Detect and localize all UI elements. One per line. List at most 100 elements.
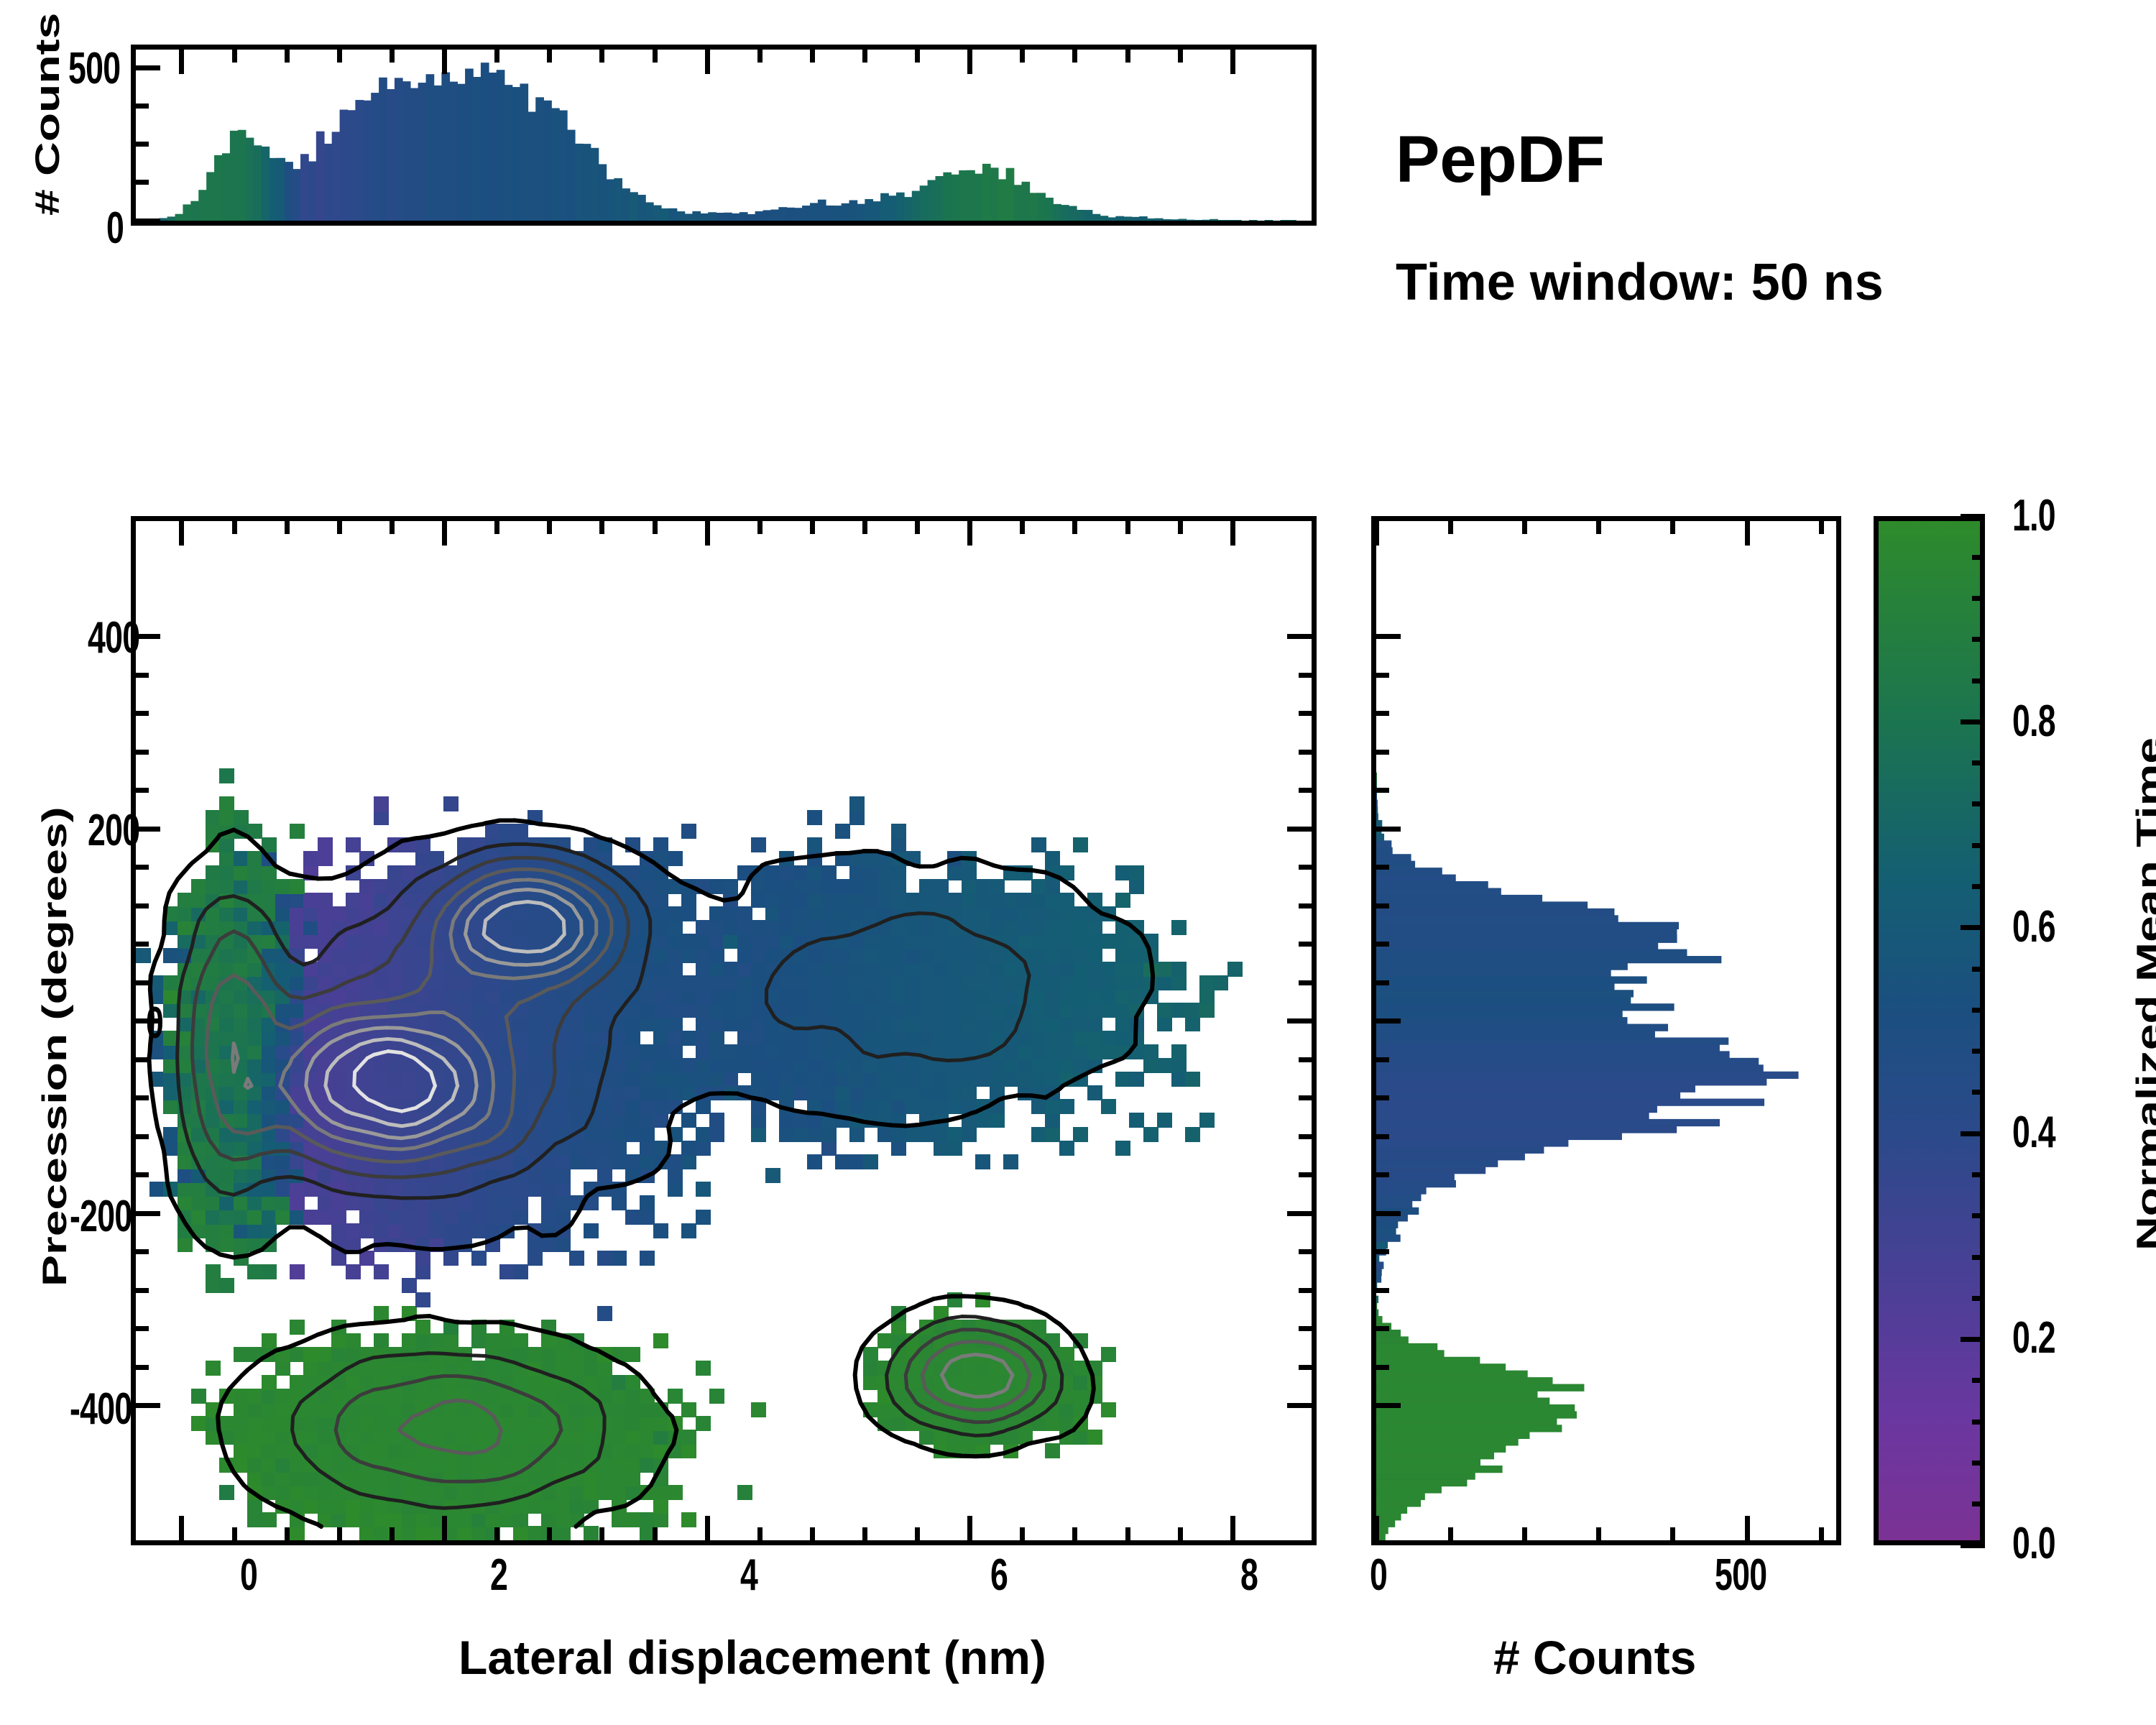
main-ytick-major-3: [136, 1210, 160, 1216]
main-xtick-2: 2: [490, 1550, 508, 1600]
top-xtick-minor: [547, 50, 553, 63]
main-ytick-minor-right: [1299, 1287, 1312, 1293]
right-xtick-minor-top: [1670, 521, 1676, 534]
main-xtick-minor-top: [1177, 521, 1183, 534]
main-ytick-minor-right: [1299, 1326, 1312, 1332]
top-ytick-minor: [136, 142, 149, 147]
main-ytick-minor: [136, 1172, 149, 1178]
colorbar-tick-minor: [1972, 1460, 1985, 1466]
colorbar-label: Normalized Mean Time: [2129, 737, 2156, 1251]
top-ytick-minor: [136, 180, 149, 185]
main-ytick-major-1: [136, 826, 160, 832]
colorbar: [1874, 516, 1985, 1545]
colorbar-tick-minor: [1972, 1419, 1985, 1425]
main-xtick-minor: [547, 1527, 553, 1540]
top-xtick-minor: [494, 50, 500, 63]
main-xtick-minor: [599, 1527, 605, 1540]
main-xtick-minor-top: [599, 521, 605, 534]
colorbar-tick-0.0: 0.0: [2012, 1519, 2056, 1568]
right-hist-xtick-0: 0: [1370, 1550, 1388, 1600]
main-xtick-minor: [757, 1527, 763, 1540]
main-xtick-major-0: [179, 1516, 185, 1540]
main-xtick-minor-top: [757, 521, 763, 534]
top-xtick-minor: [757, 50, 763, 63]
main-ytick-minor: [136, 1287, 149, 1293]
main-ytick-minor-right: [1299, 711, 1312, 717]
right-xtick-minor-top: [1596, 521, 1602, 534]
main-xtick-minor: [915, 1527, 921, 1540]
main-xtick-minor-top: [1072, 521, 1078, 534]
right-ytick-major-0: [1376, 634, 1401, 640]
figure-title: PepDF: [1396, 123, 1606, 196]
main-xtick-minor: [231, 1527, 237, 1540]
main-ytick-minor: [136, 1326, 149, 1332]
right-ytick-minor: [1376, 1133, 1389, 1139]
colorbar-tick-minor: [1972, 966, 1985, 972]
main-ytick-minor-right: [1299, 1364, 1312, 1370]
main-xtick-minor-top: [231, 521, 237, 534]
colorbar-tick-minor: [1972, 1213, 1985, 1219]
top-xtick-minor: [809, 50, 815, 63]
colorbar-tick-minor: [1972, 1090, 1985, 1095]
right-ytick-minor: [1376, 1287, 1389, 1293]
main-xtick-minor-top: [547, 521, 553, 534]
main-ytick-minor: [136, 980, 149, 985]
colorbar-tick-minor: [1972, 637, 1985, 643]
colorbar-tick-minor: [1972, 1501, 1985, 1507]
colorbar-tick-minor: [1972, 596, 1985, 602]
main-ytick-minor: [136, 1249, 149, 1255]
main-ytick-minor-right: [1299, 672, 1312, 678]
main-ytick-minor-right: [1299, 980, 1312, 985]
main-ytick-minor-right: [1299, 749, 1312, 755]
top-ytick-major-0: [136, 218, 160, 224]
right-ytick-minor: [1376, 672, 1389, 678]
main-xtick-minor-top: [809, 521, 815, 534]
main-ytick-minor-right: [1299, 903, 1312, 908]
right-hist-xlabel: # Counts: [1493, 1631, 1697, 1684]
colorbar-tick-0.8: 0.8: [2012, 696, 2056, 746]
top-hist-ytick-500: 500: [68, 44, 121, 93]
top-ytick-minor: [136, 104, 149, 109]
right-xtick-minor: [1670, 1527, 1676, 1540]
top-hist-ylabel: # Counts: [27, 12, 66, 216]
top-xtick-minor: [1125, 50, 1130, 63]
right-xtick-major-top-1: [1744, 521, 1750, 546]
main-ytick-major-0: [136, 634, 160, 640]
main-xtick-0: 0: [240, 1550, 258, 1600]
main-ytick-major-right-2: [1287, 1018, 1312, 1024]
right-ytick-minor: [1376, 1172, 1389, 1178]
main-ytick-minor: [136, 942, 149, 947]
main-ytick-minor-right: [1299, 865, 1312, 870]
main-ytick-minor-right: [1299, 942, 1312, 947]
colorbar-tick-0.2: 0.2: [2012, 1313, 2056, 1363]
main-ytick-400: 400: [88, 613, 140, 663]
main-xtick-minor: [1125, 1527, 1130, 1540]
top-xtick-minor: [915, 50, 921, 63]
colorbar-tick-major-2: [1961, 1131, 1985, 1136]
main-xtick-major-top-4: [1230, 521, 1235, 546]
main-xtick-minor: [809, 1527, 815, 1540]
colorbar-tick-major-3: [1961, 925, 1985, 931]
main-ytick-minor-right: [1299, 1172, 1312, 1178]
colorbar-tick-minor: [1972, 554, 1985, 560]
main-ytick-major-right-3: [1287, 1210, 1312, 1216]
main-ytick-minor: [136, 903, 149, 908]
main-heatmap-canvas: [136, 521, 1312, 1540]
main-xtick-minor: [1177, 1527, 1183, 1540]
main-xtick-minor: [284, 1527, 290, 1540]
main-ytick-minor: [136, 788, 149, 794]
main-xtick-minor-top: [862, 521, 867, 534]
right-hist-xtick-500: 500: [1715, 1550, 1767, 1600]
top-xtick-minor: [862, 50, 867, 63]
right-ytick-major-3: [1376, 1210, 1401, 1216]
colorbar-tick-minor: [1972, 1295, 1985, 1301]
top-xtick-minor: [389, 50, 395, 63]
colorbar-tick-major-0: [1961, 1542, 1985, 1548]
main-ytick-minor-right: [1299, 1095, 1312, 1101]
main-xtick-major-1: [442, 1516, 448, 1540]
right-ytick-major-4: [1376, 1403, 1401, 1409]
top-histogram-canvas: [136, 50, 1312, 221]
colorbar-tick-minor: [1972, 1378, 1985, 1384]
main-xtick-minor-top: [915, 521, 921, 534]
